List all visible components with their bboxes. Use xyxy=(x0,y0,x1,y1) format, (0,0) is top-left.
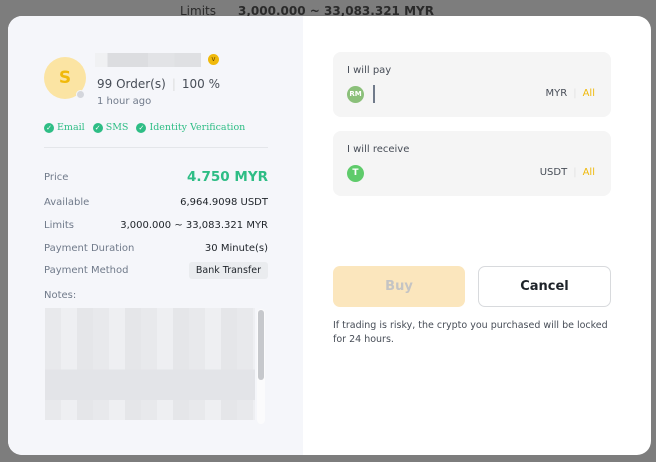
notes-label: Notes: xyxy=(44,290,77,301)
order-count: 99 Order(s) xyxy=(97,77,166,91)
receive-currency: USDT | All xyxy=(539,167,595,178)
notes-scrollbar-thumb[interactable] xyxy=(258,310,264,380)
payment-method-tag: Bank Transfer xyxy=(188,262,268,279)
detail-limits: Limits 3,000.000 ~ 33,083.321 MYR xyxy=(44,220,268,231)
check-circle-icon: ✓ xyxy=(136,123,147,133)
verifications: ✓ Email ✓ SMS ✓ Identity Verification xyxy=(44,122,245,133)
buy-button[interactable]: Buy xyxy=(333,266,465,307)
receive-input-box[interactable]: I will receive T USDT | All xyxy=(333,131,611,196)
bg-limits-value: 3,000.000 ~ 33,083.321 MYR xyxy=(238,4,434,18)
verification-identity: ✓ Identity Verification xyxy=(136,122,245,133)
verification-sms: ✓ SMS xyxy=(92,122,129,133)
usdt-coin-icon: T xyxy=(347,165,364,182)
detail-label: Payment Duration xyxy=(44,243,135,254)
check-circle-icon: ✓ xyxy=(44,123,54,133)
pay-currency-label: MYR xyxy=(545,88,568,99)
pay-label: I will pay xyxy=(347,65,392,76)
receive-label: I will receive xyxy=(347,144,410,155)
order-panel: I will pay RM MYR | All I will receive T U… xyxy=(303,16,651,455)
bg-limits-label: Limits xyxy=(180,4,216,18)
last-seen: 1 hour ago xyxy=(97,96,152,107)
background-limits: Limits 3,000.000 ~ 33,083.321 MYR xyxy=(180,4,434,18)
receive-currency-label: USDT xyxy=(539,167,568,178)
pay-input-caret[interactable] xyxy=(373,85,375,103)
merchant-name-redacted[interactable] xyxy=(95,53,201,67)
buy-modal: S v 99 Order(s) | 100 % 1 hour ago ✓ Email … xyxy=(8,16,651,455)
detail-label: Payment Method xyxy=(44,265,129,276)
detail-value: 6,964.9098 USDT xyxy=(180,197,268,208)
detail-value: 30 Minute(s) xyxy=(204,243,268,254)
receive-all-button[interactable]: All xyxy=(582,167,595,178)
detail-label: Price xyxy=(44,171,69,183)
detail-available: Available 6,964.9098 USDT xyxy=(44,197,268,208)
detail-value: 3,000.000 ~ 33,083.321 MYR xyxy=(120,220,268,231)
detail-label: Limits xyxy=(44,220,74,231)
cancel-button[interactable]: Cancel xyxy=(478,266,611,307)
verification-label: Email xyxy=(57,122,85,133)
pay-all-button[interactable]: All xyxy=(582,88,595,99)
detail-payment-method: Payment Method Bank Transfer xyxy=(44,262,268,279)
completion-rate: 100 % xyxy=(181,77,220,91)
notes-content-redacted xyxy=(45,308,255,420)
detail-label: Available xyxy=(44,197,90,208)
detail-value: 4.750 MYR xyxy=(186,169,268,185)
pay-currency: MYR | All xyxy=(545,88,595,99)
verification-email: ✓ Email xyxy=(44,122,85,133)
merchant-panel: S v 99 Order(s) | 100 % 1 hour ago ✓ Email … xyxy=(8,16,303,455)
verification-label: SMS xyxy=(105,122,129,133)
detail-price: Price 4.750 MYR xyxy=(44,169,268,185)
divider xyxy=(44,147,268,148)
check-circle-icon: ✓ xyxy=(92,123,103,133)
risk-warning: If trading is risky, the crypto you purc… xyxy=(333,320,608,345)
online-status-dot xyxy=(76,90,85,99)
merchant-stats: 99 Order(s) | 100 % xyxy=(97,77,220,91)
myr-coin-icon: RM xyxy=(347,86,364,103)
verification-label: Identity Verification xyxy=(149,122,246,133)
verified-merchant-icon: v xyxy=(208,54,219,65)
detail-duration: Payment Duration 30 Minute(s) xyxy=(44,243,268,254)
pay-input-box[interactable]: I will pay RM MYR | All xyxy=(333,52,611,117)
